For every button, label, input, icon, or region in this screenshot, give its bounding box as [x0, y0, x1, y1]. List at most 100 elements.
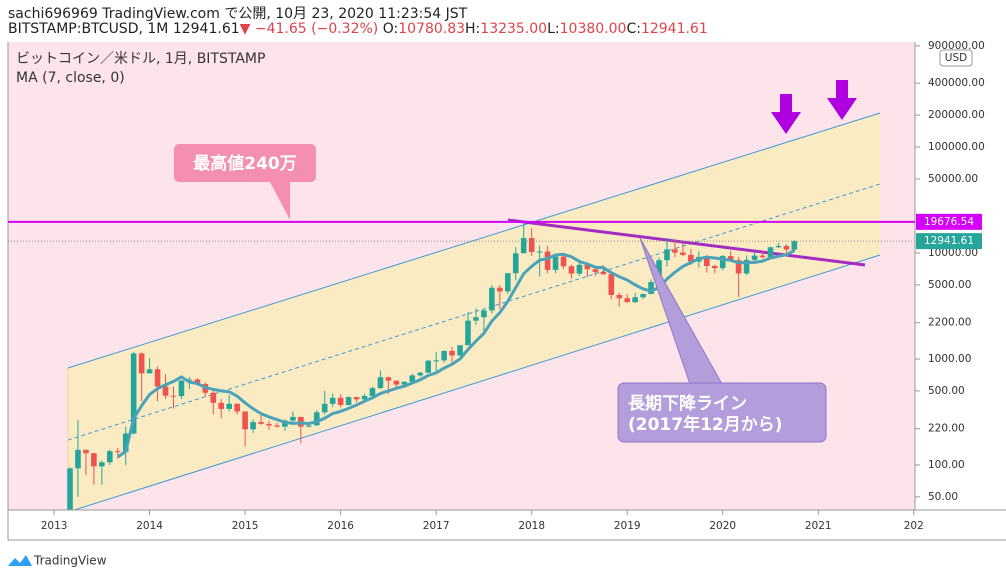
candle-body	[417, 372, 424, 376]
candle-body	[592, 269, 599, 272]
peak-pointer	[270, 182, 290, 220]
down-arrow	[827, 80, 857, 120]
candle-body	[775, 245, 782, 248]
logo	[8, 555, 32, 566]
y-tick-label: 5000.00	[928, 279, 971, 291]
candle-body	[138, 353, 145, 374]
y-tick-label: 500.00	[928, 385, 965, 397]
symbol: BITSTAMP:BTCUSD, 1M	[8, 21, 169, 37]
candle-body	[306, 425, 312, 427]
candle-body	[218, 402, 225, 409]
candle-body	[178, 380, 185, 397]
candle-body	[743, 259, 750, 274]
candle-body	[584, 264, 591, 270]
candle-body	[258, 422, 264, 424]
candle-body	[130, 353, 137, 434]
last-price-label: 12941.61	[924, 235, 974, 247]
candle-body	[313, 412, 320, 426]
brand: TradingView	[33, 554, 107, 568]
candle-body	[520, 238, 527, 254]
candle-body	[457, 345, 463, 356]
trend-box	[617, 382, 827, 443]
candle-body	[600, 271, 607, 275]
x-tick-label: 2013	[41, 520, 68, 532]
candle-body	[711, 265, 718, 269]
y-tick-label: 900000.00	[928, 40, 985, 52]
y-tick-label: 10000.00	[928, 247, 978, 259]
trend-text: 長期下降ライン	[628, 393, 747, 414]
last: 12941.61	[172, 21, 240, 37]
candle-body	[234, 403, 240, 412]
arrow: ▼	[239, 21, 251, 37]
ohlc-label: C:	[626, 21, 641, 37]
candle-body	[640, 294, 646, 298]
candle-body	[162, 386, 169, 396]
candle-body	[441, 350, 447, 361]
down-arrow	[771, 94, 801, 134]
candle-body	[393, 380, 400, 385]
candle-body	[170, 395, 177, 397]
candle-body	[321, 403, 328, 413]
candle-body	[274, 425, 280, 427]
candle-body	[632, 297, 638, 303]
ohlc-label: L:	[547, 21, 560, 37]
candle-body	[401, 381, 408, 385]
x-tick-label: 2017	[423, 520, 450, 532]
channel-lower	[72, 254, 881, 510]
candle-body	[210, 392, 217, 403]
candle-body	[345, 397, 352, 406]
candle-body	[425, 360, 431, 373]
candle-body	[75, 449, 81, 469]
candle-body	[114, 451, 121, 453]
candle-body	[560, 256, 567, 267]
x-tick-label: 2021	[805, 520, 832, 532]
candle-body	[242, 411, 248, 430]
candle-body	[624, 298, 630, 303]
candle-body	[791, 241, 798, 250]
y-tick-label: 100000.00	[928, 141, 985, 153]
ohlc-value: 12941.61	[640, 21, 708, 37]
candle-body	[497, 287, 503, 292]
candle-body	[608, 274, 615, 295]
candle-body	[576, 264, 583, 274]
candle-body	[194, 379, 201, 385]
candle-body	[489, 287, 495, 311]
candle-body	[727, 256, 734, 261]
candle-body	[512, 253, 519, 274]
candle-body	[67, 468, 73, 510]
candle-body	[154, 369, 161, 387]
y-tick-label: 1000.00	[928, 353, 971, 365]
y-tick-label: 50000.00	[928, 173, 978, 185]
candle-body	[528, 238, 535, 252]
trend-line	[507, 218, 866, 267]
candle-body	[146, 369, 153, 374]
candle-body	[544, 251, 551, 270]
candle-body	[83, 449, 89, 454]
candle-body	[337, 397, 344, 406]
chart-title: ビットコイン／米ドル, 1月, BITSTAMP	[16, 51, 265, 67]
candle-body	[664, 249, 670, 261]
y-tick-label: 400000.00	[928, 77, 985, 89]
channel-mid	[67, 183, 881, 441]
ohlc-label: O:	[382, 21, 399, 37]
channel-upper	[67, 112, 881, 369]
candle-body	[385, 377, 392, 381]
candle-body	[481, 310, 487, 318]
peak-text: 最高値240万	[193, 153, 297, 174]
y-tick-label: 2200.00	[928, 317, 971, 329]
candle-body	[91, 453, 97, 467]
candle-body	[369, 388, 376, 396]
peak-box	[174, 144, 316, 182]
candle-body	[704, 256, 710, 266]
x-tick-label: 2018	[518, 520, 545, 532]
y-tick-label: 200000.00	[928, 109, 985, 121]
candle-body	[186, 379, 193, 381]
candle-body	[735, 260, 742, 274]
candle-body	[672, 249, 678, 253]
candle-body	[377, 377, 384, 389]
last-price-badge	[916, 233, 982, 250]
candle-body	[536, 251, 543, 253]
candle-body	[767, 247, 774, 258]
